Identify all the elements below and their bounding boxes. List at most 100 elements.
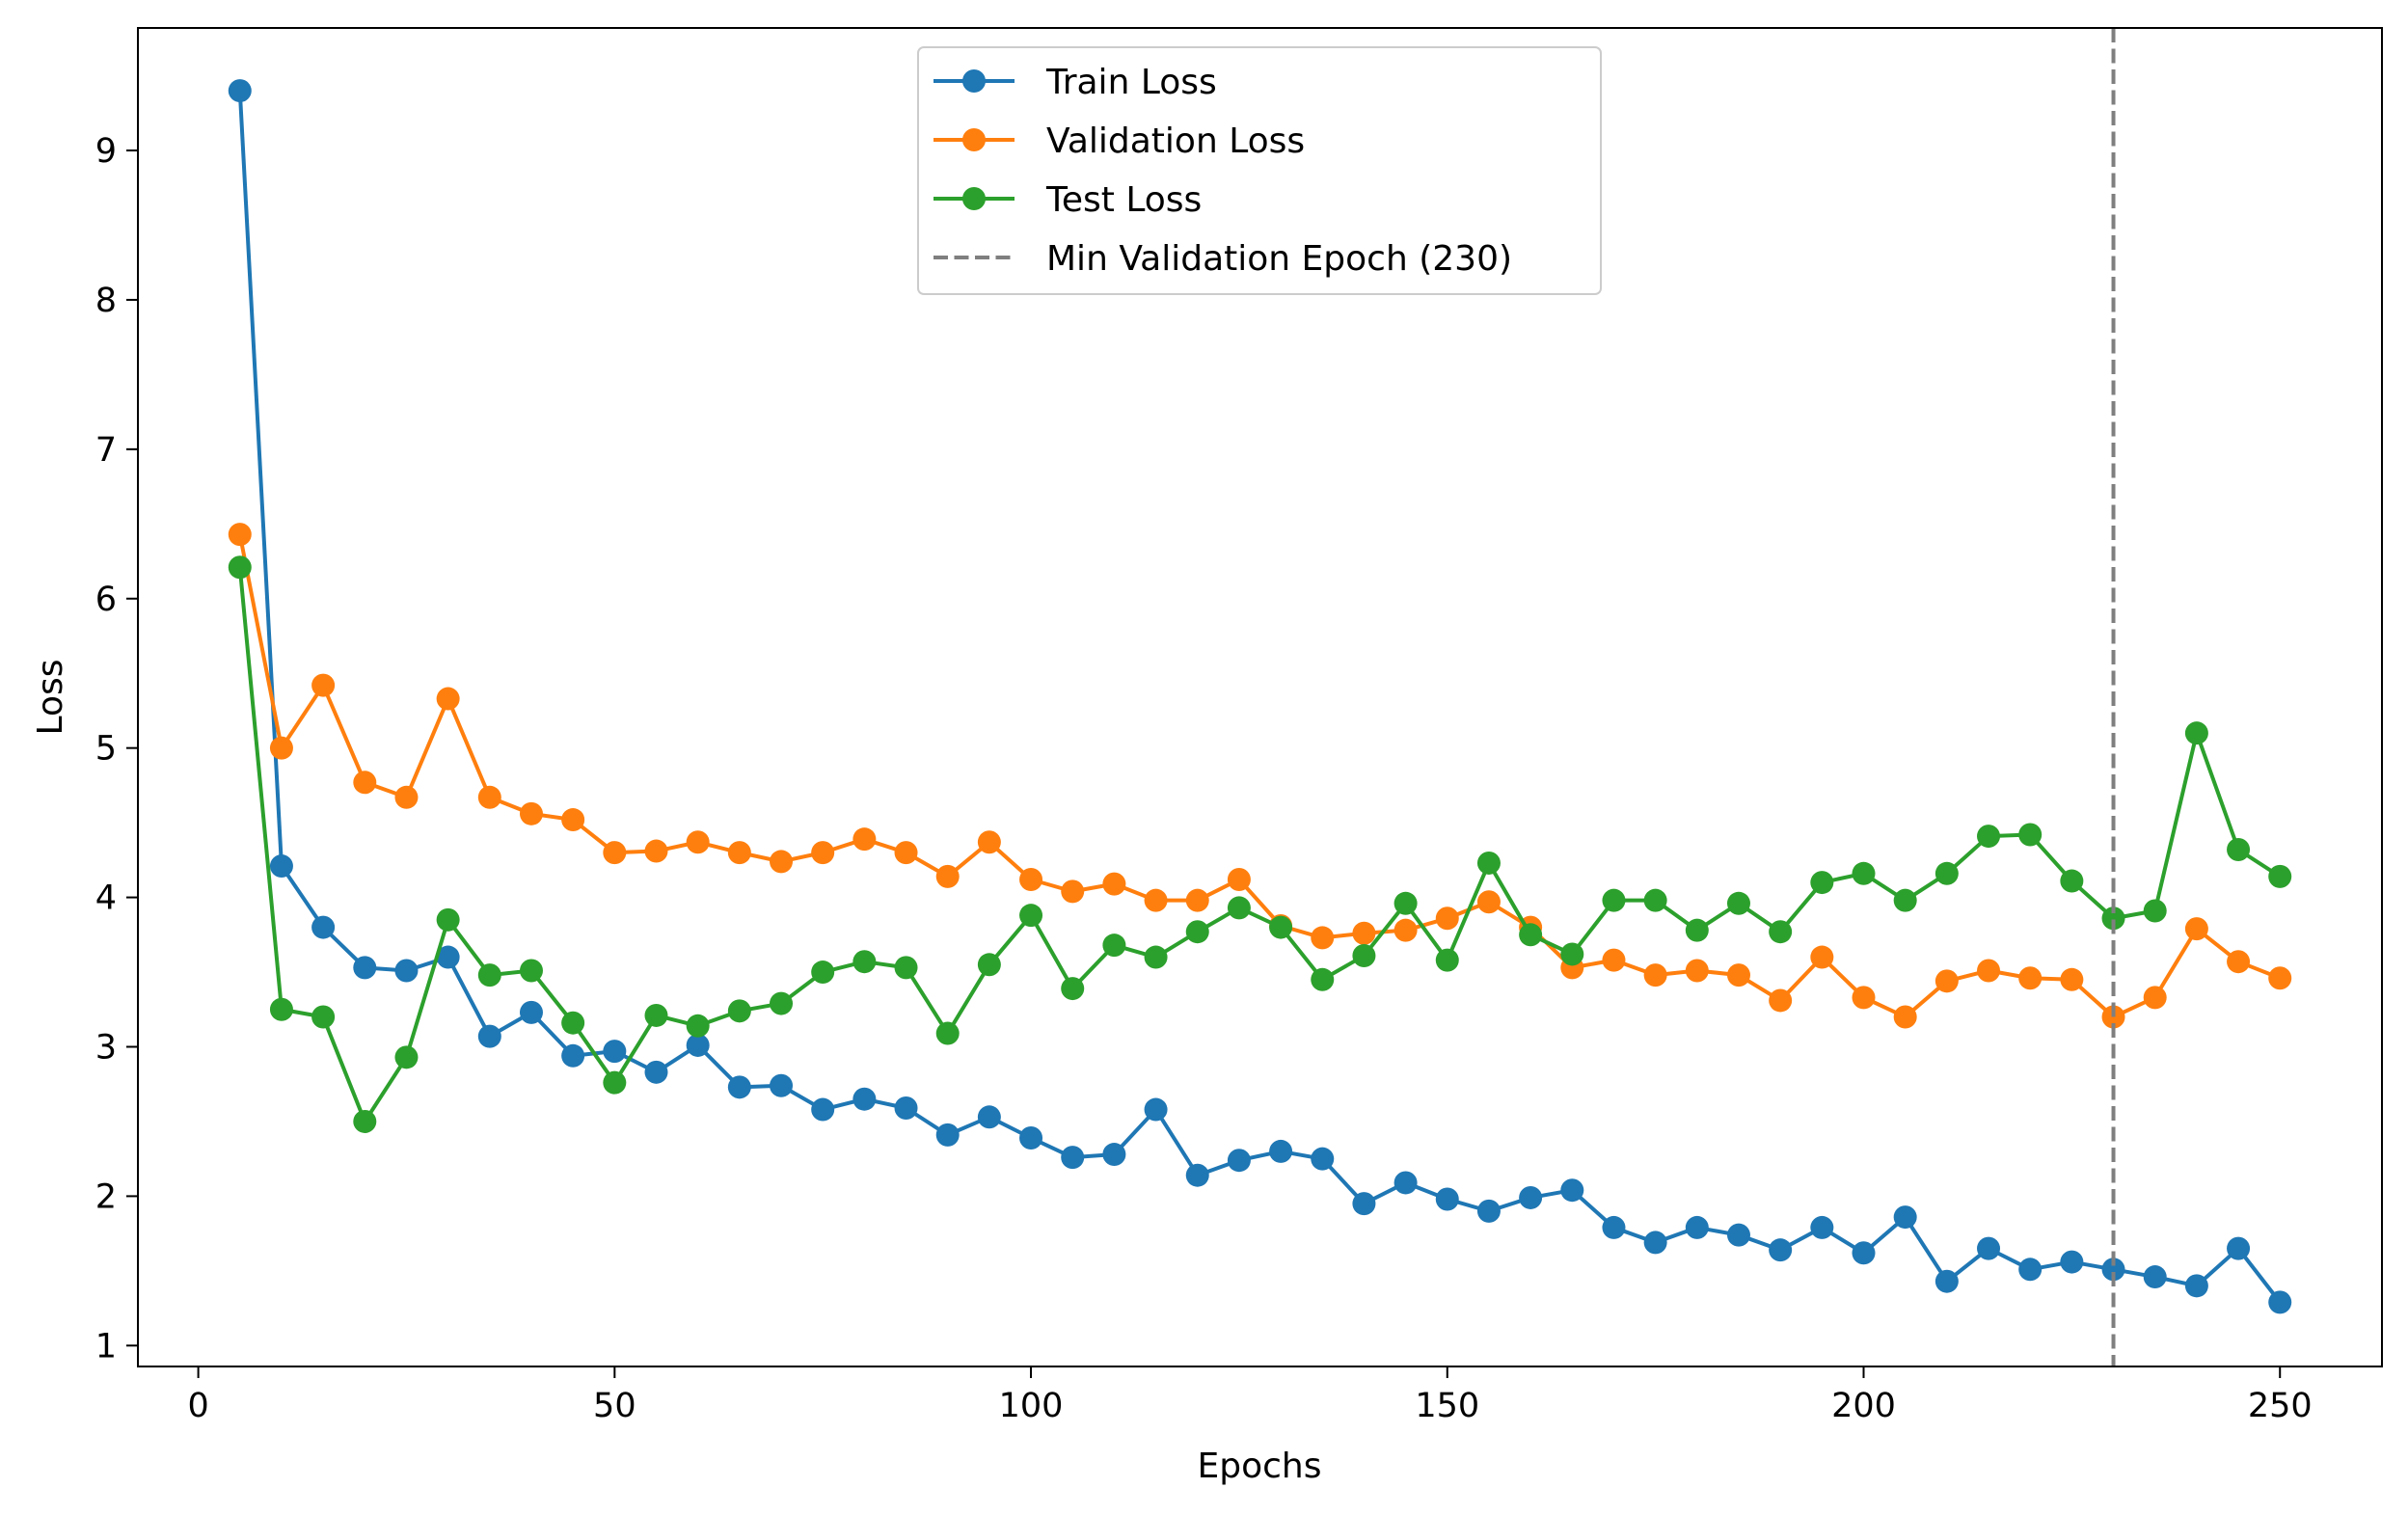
data-point-train-loss	[977, 1105, 1001, 1129]
data-point-train-loss	[686, 1033, 710, 1057]
data-point-validation-loss	[1435, 906, 1459, 931]
x-axis-ticks: 0 50 100 150 200 250	[187, 1366, 2313, 1425]
data-point-train-loss	[2101, 1258, 2125, 1282]
data-point-train-loss	[1102, 1143, 1126, 1167]
data-point-test-loss	[2184, 721, 2208, 745]
data-point-validation-loss	[1852, 986, 1876, 1010]
y-tick-label: 6	[95, 581, 117, 619]
legend-box	[917, 46, 1602, 295]
plot-frame	[137, 27, 2383, 1367]
data-point-validation-loss	[1977, 959, 2001, 983]
data-point-train-loss	[561, 1043, 585, 1068]
data-point-train-loss	[1352, 1192, 1376, 1216]
data-point-validation-loss	[1352, 921, 1376, 945]
y-tick-label: 8	[95, 282, 117, 320]
data-point-validation-loss	[1227, 867, 1251, 891]
data-point-train-loss	[852, 1087, 877, 1111]
data-point-train-loss	[644, 1060, 668, 1084]
data-point-train-loss	[811, 1097, 835, 1122]
data-point-test-loss	[1311, 967, 1335, 991]
data-point-validation-loss	[561, 808, 585, 832]
data-point-test-loss	[1393, 891, 1418, 915]
data-point-validation-loss	[1893, 1005, 1917, 1029]
legend-marker-test-loss	[962, 187, 986, 210]
data-point-train-loss	[1435, 1187, 1459, 1211]
data-point-test-loss	[1810, 871, 1834, 895]
series-train-loss	[228, 79, 2292, 1314]
y-tick-label: 7	[95, 431, 117, 470]
data-point-train-loss	[2143, 1265, 2167, 1289]
data-point-validation-loss	[353, 771, 377, 795]
data-point-test-loss	[603, 1070, 627, 1095]
x-tick-label: 200	[1831, 1387, 1896, 1425]
data-point-validation-loss	[1311, 926, 1335, 950]
data-point-validation-loss	[2018, 966, 2043, 990]
data-point-train-loss	[1311, 1147, 1335, 1171]
data-point-test-loss	[2227, 838, 2251, 862]
data-point-test-loss	[1435, 948, 1459, 972]
data-point-validation-loss	[394, 785, 419, 809]
data-point-train-loss	[1560, 1178, 1584, 1203]
data-point-train-loss	[2268, 1290, 2292, 1314]
data-point-test-loss	[1227, 896, 1251, 920]
data-point-validation-loss	[519, 801, 543, 825]
data-point-validation-loss	[1102, 872, 1126, 896]
data-point-test-loss	[2101, 906, 2125, 931]
data-point-test-loss	[1685, 918, 1709, 942]
data-point-validation-loss	[2184, 917, 2208, 941]
data-point-train-loss	[1685, 1215, 1709, 1239]
legend-label-validation-loss: Validation Loss	[1046, 122, 1305, 161]
y-tick-label: 5	[95, 730, 117, 769]
data-point-validation-loss	[1393, 918, 1418, 942]
data-point-test-loss	[644, 1003, 668, 1027]
data-point-test-loss	[727, 999, 751, 1023]
data-point-test-loss	[228, 555, 252, 580]
data-point-test-loss	[1144, 945, 1168, 969]
y-tick-label: 4	[95, 879, 117, 918]
data-point-test-loss	[977, 953, 1001, 977]
data-point-train-loss	[894, 1096, 918, 1121]
data-point-validation-loss	[2143, 986, 2167, 1010]
legend-marker-train-loss	[962, 69, 986, 93]
data-point-test-loss	[2060, 869, 2084, 893]
data-point-validation-loss	[2060, 967, 2084, 991]
data-point-train-loss	[1144, 1097, 1168, 1122]
y-tick-label: 1	[95, 1327, 117, 1366]
data-point-validation-loss	[2227, 950, 2251, 974]
data-point-test-loss	[436, 907, 460, 932]
data-point-train-loss	[1893, 1205, 1917, 1230]
data-point-test-loss	[1643, 888, 1667, 912]
data-point-train-loss	[1269, 1139, 1293, 1163]
data-point-validation-loss	[935, 864, 960, 888]
data-point-validation-loss	[2268, 966, 2292, 990]
data-point-validation-loss	[644, 839, 668, 863]
data-point-train-loss	[1519, 1185, 1543, 1209]
data-point-train-loss	[477, 1024, 501, 1048]
data-point-train-loss	[1185, 1163, 1209, 1187]
data-point-test-loss	[1852, 861, 1876, 885]
y-tick-label: 9	[95, 132, 117, 171]
data-point-test-loss	[894, 956, 918, 980]
data-point-test-loss	[1769, 920, 1793, 944]
x-tick-label: 50	[593, 1387, 636, 1425]
legend: Train Loss Validation Loss Test Loss Min…	[917, 46, 1602, 295]
data-point-test-loss	[935, 1021, 960, 1045]
data-point-train-loss	[1061, 1146, 1085, 1170]
data-point-validation-loss	[727, 841, 751, 865]
data-point-train-loss	[1393, 1171, 1418, 1195]
data-point-train-loss	[1935, 1269, 1959, 1293]
series-layer	[228, 79, 2292, 1314]
data-point-test-loss	[1102, 933, 1126, 958]
legend-marker-validation-loss	[962, 128, 986, 151]
data-point-validation-loss	[1810, 945, 1834, 969]
data-point-test-loss	[1352, 943, 1376, 967]
data-point-test-loss	[686, 1014, 710, 1038]
data-point-train-loss	[1977, 1236, 2001, 1260]
legend-entry-validation-loss: Validation Loss	[933, 122, 1305, 161]
data-point-test-loss	[1269, 915, 1293, 939]
y-tick-label: 3	[95, 1028, 117, 1067]
data-point-validation-loss	[2101, 1005, 2125, 1029]
data-point-train-loss	[269, 854, 293, 879]
data-point-train-loss	[1852, 1241, 1876, 1265]
